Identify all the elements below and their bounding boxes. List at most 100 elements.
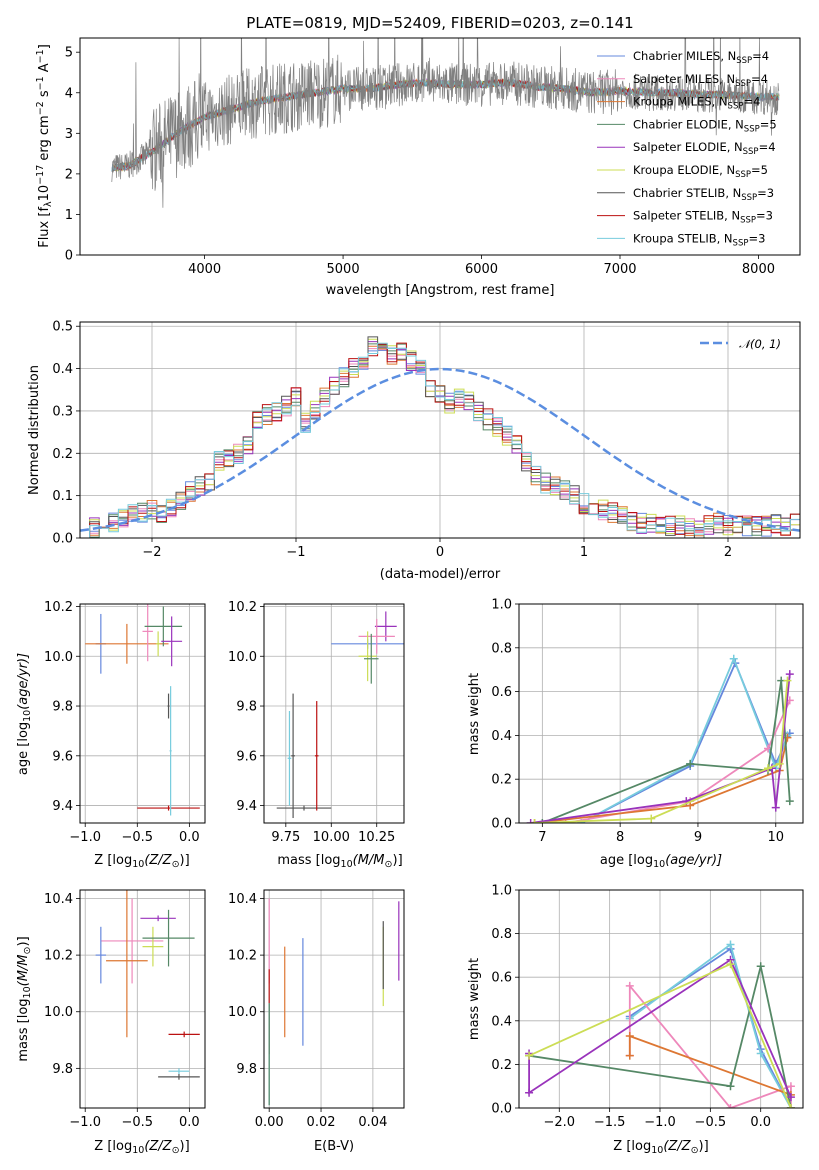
- x-tick-label: 0.02: [307, 1115, 336, 1130]
- x-axis-label-part: 10: [653, 859, 665, 870]
- legend-label: Kroupa STELIB, N: [633, 231, 733, 245]
- y-tick-label: 0.2: [52, 447, 73, 462]
- x-tick-label: −1.0: [644, 1115, 676, 1130]
- x-axis-label-part: ⊙: [172, 1145, 180, 1156]
- residual-histogram-8: [80, 342, 800, 538]
- y-tick-label: 0.8: [491, 641, 512, 656]
- legend-label: Chabrier ELODIE, N: [633, 117, 744, 131]
- panel-Z-weight: −2.0 −1.5 −1.0 −0.5 0.0 0.0 0.2 0.4 0.6 0.8 1.0 Z […: [467, 884, 804, 1156]
- y-tick-label: 0.0: [491, 817, 512, 832]
- y-tick-label: 9.4: [236, 799, 257, 814]
- x-tick-label: −1.0: [69, 1115, 101, 1130]
- x-axis-label-part: (Z/Z: [144, 853, 172, 868]
- legend-label: Salpeter ELODIE, N: [633, 140, 743, 154]
- weight-marker: [525, 1088, 534, 1097]
- x-tick-label: 10.00: [313, 830, 350, 845]
- legend-label: Chabrier MILES, N: [633, 49, 736, 63]
- y-tick-label: 0: [65, 249, 73, 264]
- weight-marker: [786, 1082, 795, 1091]
- x-tick-label: −1.0: [69, 830, 101, 845]
- weight-marker: [756, 962, 765, 971]
- weight-marker: [729, 654, 738, 663]
- x-axis-label-part: )]: [699, 1139, 709, 1154]
- weight-marker: [786, 1104, 795, 1108]
- x-axis-label: Z [log10(Z/Z⊙)]: [94, 853, 189, 870]
- y-tick-label: 3: [65, 127, 73, 142]
- y-tick-label: 0.0: [491, 1102, 512, 1117]
- x-tick-label: 7000: [603, 262, 636, 277]
- legend-suffix: =3: [748, 231, 765, 245]
- y-tick-label: 9.8: [52, 1062, 73, 1077]
- y-tick-label: 1.0: [491, 884, 512, 899]
- legend-label: Kroupa MILES, N: [633, 95, 728, 109]
- residual-histogram-7: [80, 342, 800, 538]
- chart-title: PLATE=0819, MJD=52409, FIBERID=0203, z=0…: [246, 14, 633, 32]
- legend-sub: SSP: [744, 124, 760, 134]
- legend-suffix: =3: [757, 186, 774, 200]
- weight-marker: [785, 670, 794, 679]
- y-tick-label: 10.0: [228, 650, 257, 665]
- legend-sub: SSP: [736, 56, 752, 66]
- plot-area: [268, 898, 400, 1106]
- legend-label: Kroupa ELODIE, N: [633, 163, 735, 177]
- weight-marker: [756, 1049, 765, 1058]
- x-tick-label: 2: [724, 545, 732, 560]
- panel-mass-age: 9.75 10.00 10.25 9.4 9.6 9.8 10.0 10.2 mass [log…: [228, 600, 405, 870]
- weight-marker: [686, 759, 695, 768]
- weight-line-4: [541, 680, 791, 823]
- weight-marker: [726, 940, 735, 949]
- y-tick-label: 10.4: [228, 892, 257, 907]
- y-axis-label-part: mass [log: [16, 998, 31, 1061]
- y-axis-label-part: −1: [35, 49, 46, 63]
- x-tick-label: 8000: [742, 262, 775, 277]
- y-tick-label: 10.0: [44, 650, 73, 665]
- y-tick-label: 10.0: [44, 1005, 73, 1020]
- axes-frame: [263, 889, 405, 1109]
- x-axis-label: (data-model)/error: [380, 567, 501, 582]
- observed-spectrum: [111, 38, 780, 208]
- weight-marker: [647, 814, 656, 823]
- y-tick-label: 10.2: [228, 949, 257, 964]
- x-tick-label: −0.5: [122, 830, 154, 845]
- y-axis-label-part: s: [37, 90, 52, 101]
- x-axis-label-part: 10: [341, 859, 353, 870]
- legend-label: Chabrier STELIB, N: [633, 186, 741, 200]
- plot-area: [95, 890, 200, 1080]
- legend-entry: Kroupa MILES, NSSP=4: [633, 95, 760, 112]
- x-tick-label: −0.5: [695, 1115, 727, 1130]
- x-axis-label-part: ⊙: [691, 1145, 699, 1156]
- weight-marker: [525, 1051, 534, 1060]
- y-axis-label-part: age [log: [16, 722, 31, 775]
- legend-entry: Kroupa ELODIE, NSSP=5: [633, 163, 768, 180]
- legend-suffix: =5: [760, 117, 777, 131]
- y-tick-label: 1.0: [491, 598, 512, 613]
- x-tick-label: −1: [286, 545, 305, 560]
- x-axis-label: Z [log10(Z/Z⊙)]: [94, 1139, 189, 1156]
- panel-residuals: −2 −1 0 1 2 0.0 0.1 0.2 0.3 0.4 0.5 (data-model)/er…: [27, 320, 801, 582]
- y-axis-label-part: (M/M: [16, 954, 31, 986]
- legend-entry: Chabrier STELIB, NSSP=3: [633, 186, 774, 203]
- weight-marker: [783, 676, 792, 685]
- x-axis-label: E(B-V): [314, 1139, 354, 1154]
- y-tick-label: 10.2: [44, 600, 73, 615]
- x-axis-label-part: Z [log: [613, 1139, 651, 1154]
- weight-marker: [538, 819, 547, 823]
- x-axis-label-part: Z [log: [94, 853, 132, 868]
- x-axis-label-part: 10: [132, 859, 144, 870]
- legend-sub: SSP: [735, 170, 751, 180]
- x-axis-label-part: (age/yr)]: [665, 853, 722, 868]
- x-tick-label: 0.0: [179, 830, 200, 845]
- y-tick-label: 9.6: [52, 749, 73, 764]
- weight-line-5: [530, 674, 791, 823]
- x-axis-label-part: )]: [180, 853, 190, 868]
- x-tick-label: 9: [694, 830, 702, 845]
- plot-area: [111, 38, 780, 208]
- x-axis-label: mass [log10(M/M⊙)]: [277, 853, 402, 870]
- panel-spectrum: 4000 5000 6000 7000 8000 0 1 2 3 4 5 PLATE=0819, MJ…: [35, 14, 801, 298]
- legend-suffix: =4: [743, 95, 760, 109]
- axes-frame: [79, 37, 801, 256]
- axes-frame: [79, 321, 801, 539]
- y-axis-label-part: 10: [22, 710, 33, 722]
- x-axis-label-part: ⊙: [385, 859, 393, 870]
